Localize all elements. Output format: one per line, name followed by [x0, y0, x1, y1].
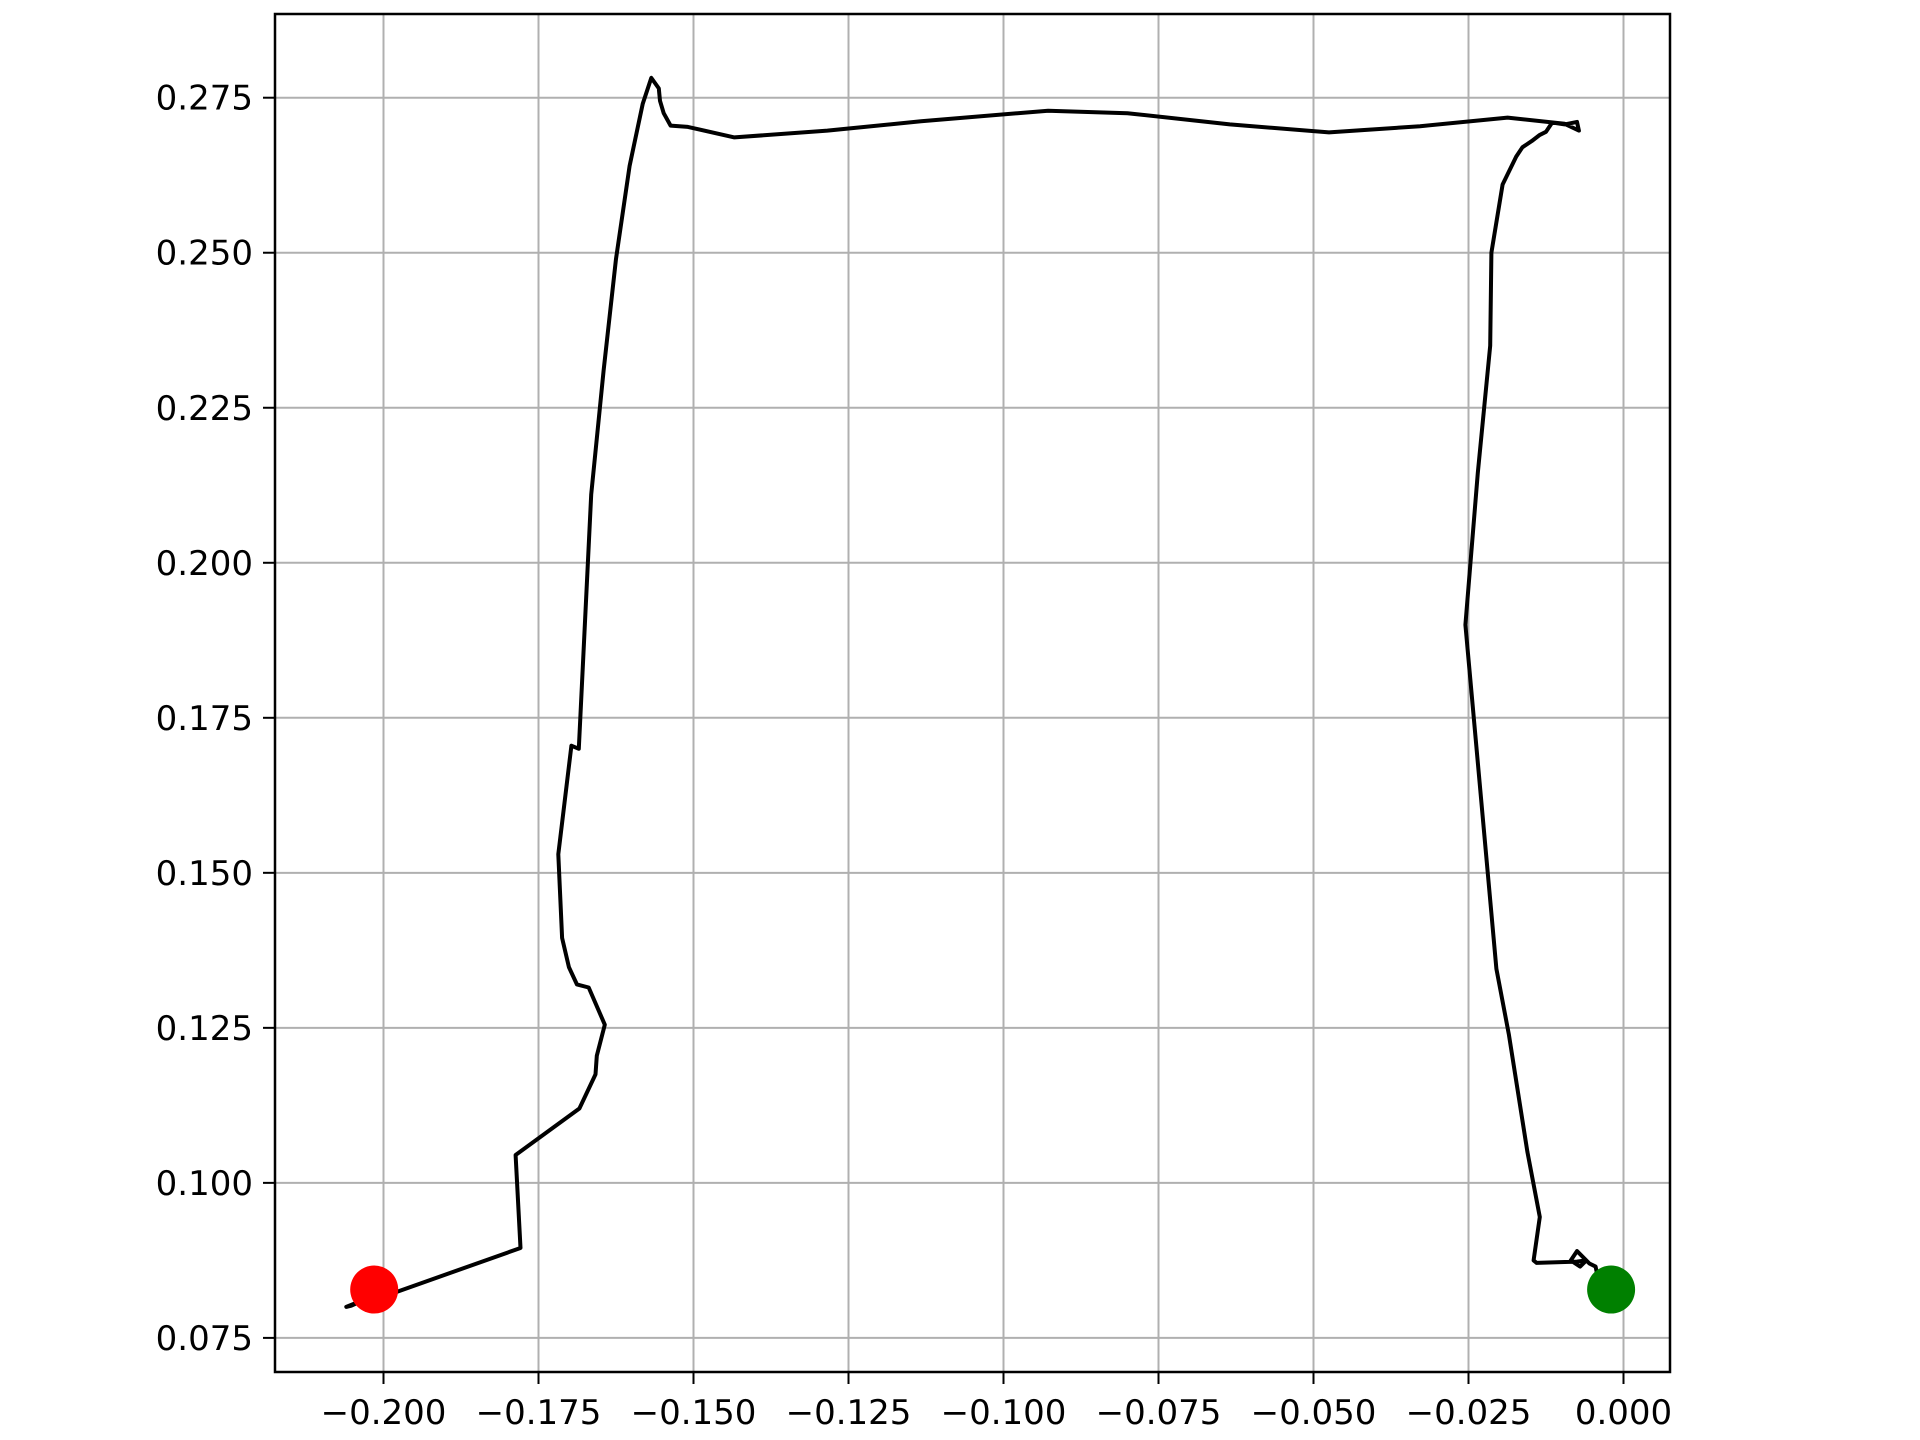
x-tick-label: −0.025: [1406, 1393, 1532, 1433]
y-tick-label: 0.100: [156, 1164, 253, 1204]
x-tick-label: −0.075: [1096, 1393, 1222, 1433]
y-tick-label: 0.275: [156, 79, 253, 119]
plot-area: [344, 75, 1636, 1314]
y-tick-labels: 0.075 0.100 0.125 0.150 0.175 0.200 0.225 0.250…: [156, 79, 253, 1359]
y-tick-label: 0.175: [156, 699, 253, 739]
y-tick-label: 0.200: [156, 544, 253, 584]
trajectory-path: [344, 75, 1614, 1309]
x-tick-label: −0.050: [1251, 1393, 1377, 1433]
y-tick-label: 0.125: [156, 1009, 253, 1049]
x-tick-label: −0.125: [786, 1393, 912, 1433]
tick-marks: [263, 96, 1625, 1384]
x-tick-label: −0.150: [631, 1393, 757, 1433]
x-tick-label: −0.200: [321, 1393, 447, 1433]
y-tick-label: 0.150: [156, 854, 253, 894]
y-tick-label: 0.250: [156, 234, 253, 274]
axes-frame: [273, 12, 1672, 1374]
y-tick-label: 0.225: [156, 389, 253, 429]
y-tick-label: 0.075: [156, 1319, 253, 1359]
x-tick-label: 0.000: [1575, 1393, 1672, 1433]
grid-lines: [275, 14, 1670, 1372]
x-tick-label: −0.100: [941, 1393, 1067, 1433]
start-marker: [1587, 1265, 1636, 1314]
x-tick-label: −0.175: [476, 1393, 602, 1433]
end-marker: [350, 1265, 399, 1314]
x-tick-labels: −0.200 −0.175 −0.150 −0.125 −0.100 −0.075 −0.0…: [321, 1393, 1673, 1433]
